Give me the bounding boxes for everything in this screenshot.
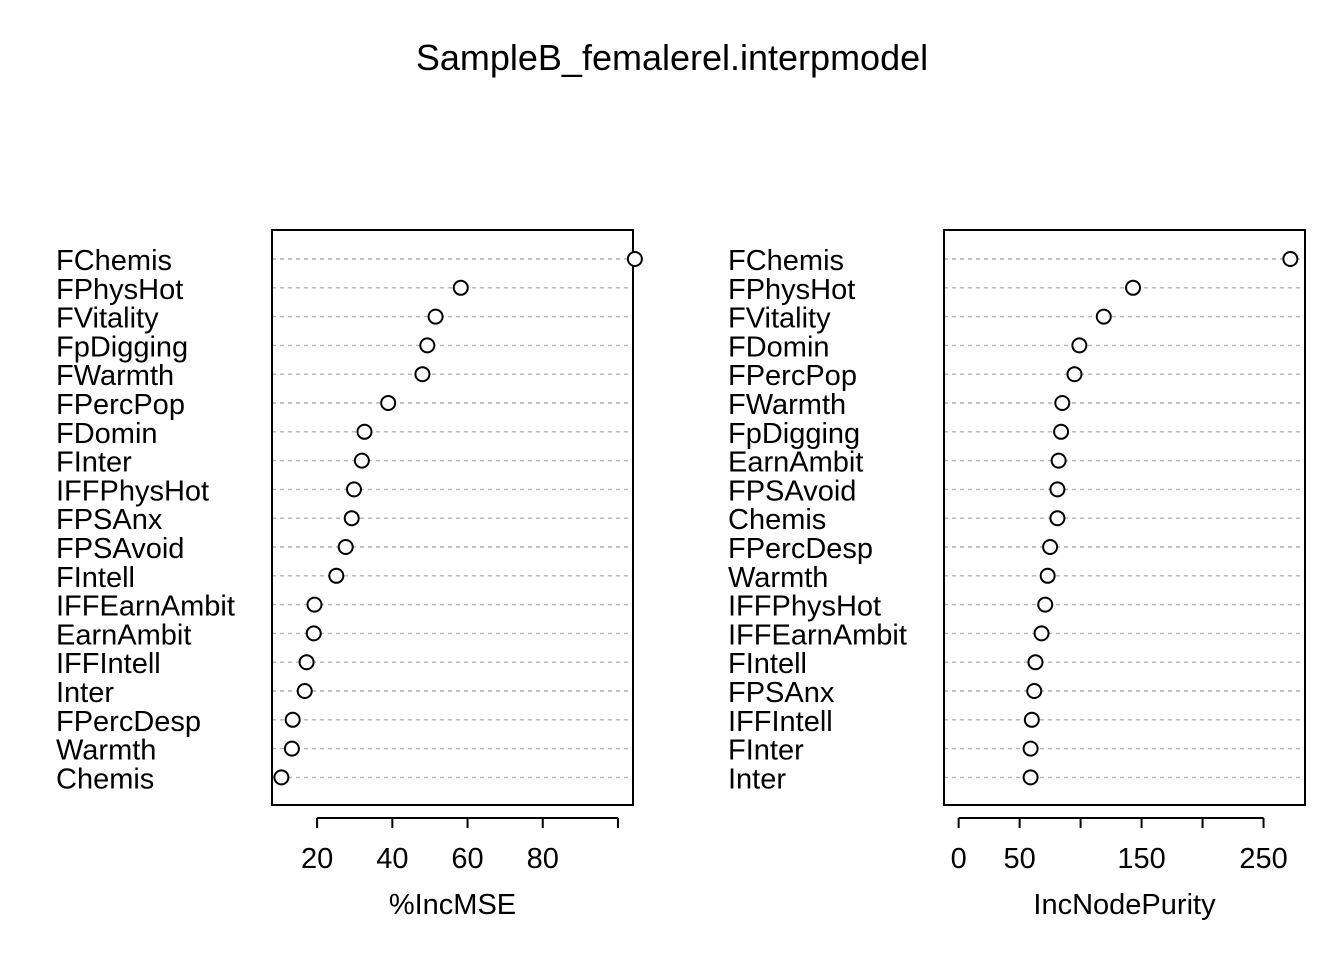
row-label: Chemis bbox=[728, 504, 826, 536]
row-label: FPercPop bbox=[728, 360, 857, 392]
row-label: IFFIntell bbox=[56, 648, 161, 680]
row-label: FPSAnx bbox=[728, 677, 835, 709]
data-point bbox=[353, 452, 370, 469]
row-label: Inter bbox=[728, 763, 786, 795]
row-label: FWarmth bbox=[728, 389, 846, 421]
row-label: EarnAmbit bbox=[728, 447, 863, 479]
data-point bbox=[452, 279, 469, 296]
data-point bbox=[345, 481, 362, 498]
data-point bbox=[1125, 279, 1142, 296]
row-label: Chemis bbox=[56, 763, 154, 795]
data-point bbox=[1095, 308, 1112, 325]
row-label: Warmth bbox=[728, 562, 828, 594]
data-point bbox=[1022, 740, 1039, 757]
row-label: FWarmth bbox=[56, 360, 174, 392]
data-point bbox=[1050, 452, 1067, 469]
x-axis-title: %IncMSE bbox=[389, 889, 516, 921]
data-point bbox=[1037, 596, 1054, 613]
row-label: FPhysHot bbox=[56, 274, 183, 306]
data-point bbox=[427, 308, 444, 325]
row-label: FInter bbox=[728, 735, 804, 767]
row-label: IFFPhysHot bbox=[728, 591, 881, 623]
data-point bbox=[1022, 769, 1039, 786]
row-label: IFFIntell bbox=[728, 706, 833, 738]
row-label: FVitality bbox=[728, 303, 831, 335]
data-point bbox=[1066, 366, 1083, 383]
data-point bbox=[1039, 567, 1056, 584]
x-tick-label: 40 bbox=[376, 843, 408, 875]
row-label: IFFEarnAmbit bbox=[728, 619, 907, 651]
row-label: FpDigging bbox=[56, 331, 188, 363]
data-point bbox=[328, 567, 345, 584]
data-point bbox=[1282, 251, 1299, 267]
row-label: FPSAvoid bbox=[728, 475, 856, 507]
plot-frame bbox=[943, 229, 1306, 806]
data-point bbox=[1049, 510, 1066, 527]
row-label: FDomin bbox=[728, 331, 830, 363]
row-label: EarnAmbit bbox=[56, 619, 191, 651]
chart-title: SampleB_femalerel.interpmodel bbox=[416, 37, 928, 78]
data-point bbox=[298, 654, 315, 671]
row-label: FIntell bbox=[728, 648, 807, 680]
row-label: FPSAnx bbox=[56, 504, 163, 536]
row-label: FPercDesp bbox=[728, 533, 873, 565]
data-point bbox=[1026, 683, 1043, 699]
row-label: FPercDesp bbox=[56, 706, 201, 738]
row-label: FPSAvoid bbox=[56, 533, 184, 565]
plot-frame bbox=[271, 229, 634, 806]
panel-incnodepurity: FChemisFPhysHotFVitalityFDominFPercPopFW… bbox=[728, 229, 1306, 921]
row-label: FIntell bbox=[56, 562, 135, 594]
x-tick-label: 50 bbox=[1003, 843, 1035, 875]
data-point bbox=[305, 625, 322, 642]
row-label: FChemis bbox=[728, 245, 844, 277]
row-label: FInter bbox=[56, 447, 132, 479]
row-label: FpDigging bbox=[728, 418, 860, 450]
data-point bbox=[1023, 711, 1040, 728]
data-point bbox=[296, 683, 313, 699]
data-point bbox=[283, 740, 300, 757]
data-point bbox=[1049, 481, 1066, 498]
x-tick-label: 80 bbox=[527, 843, 559, 875]
row-label: FDomin bbox=[56, 418, 158, 450]
row-label: FChemis bbox=[56, 245, 172, 277]
x-tick-label: 60 bbox=[451, 843, 483, 875]
x-tick-label: 20 bbox=[301, 843, 333, 875]
data-point bbox=[419, 337, 436, 354]
data-point bbox=[1042, 539, 1059, 555]
data-point bbox=[380, 395, 397, 411]
data-point bbox=[1027, 654, 1044, 671]
data-point bbox=[306, 596, 323, 613]
data-point bbox=[1054, 395, 1071, 411]
data-point bbox=[414, 366, 431, 383]
x-tick-label: 0 bbox=[951, 843, 967, 875]
row-label: FVitality bbox=[56, 303, 159, 335]
data-point bbox=[1053, 423, 1070, 440]
row-label: FPhysHot bbox=[728, 274, 855, 306]
row-label: Warmth bbox=[56, 735, 156, 767]
row-label: Inter bbox=[56, 677, 114, 709]
row-label: FPercPop bbox=[56, 389, 185, 421]
row-label: IFFEarnAmbit bbox=[56, 591, 235, 623]
x-tick-label: 150 bbox=[1117, 843, 1165, 875]
x-axis-title: IncNodePurity bbox=[1033, 889, 1216, 921]
data-point bbox=[356, 423, 373, 440]
data-point bbox=[284, 711, 301, 728]
data-point bbox=[273, 769, 290, 786]
data-point bbox=[1071, 337, 1088, 354]
row-label: IFFPhysHot bbox=[56, 475, 209, 507]
data-point bbox=[337, 539, 354, 555]
data-point bbox=[1033, 625, 1050, 642]
panel-incmse: FChemisFPhysHotFVitalityFpDiggingFWarmth… bbox=[56, 229, 643, 921]
data-point bbox=[626, 251, 643, 267]
x-tick-label: 250 bbox=[1239, 843, 1287, 875]
data-point bbox=[343, 510, 360, 527]
